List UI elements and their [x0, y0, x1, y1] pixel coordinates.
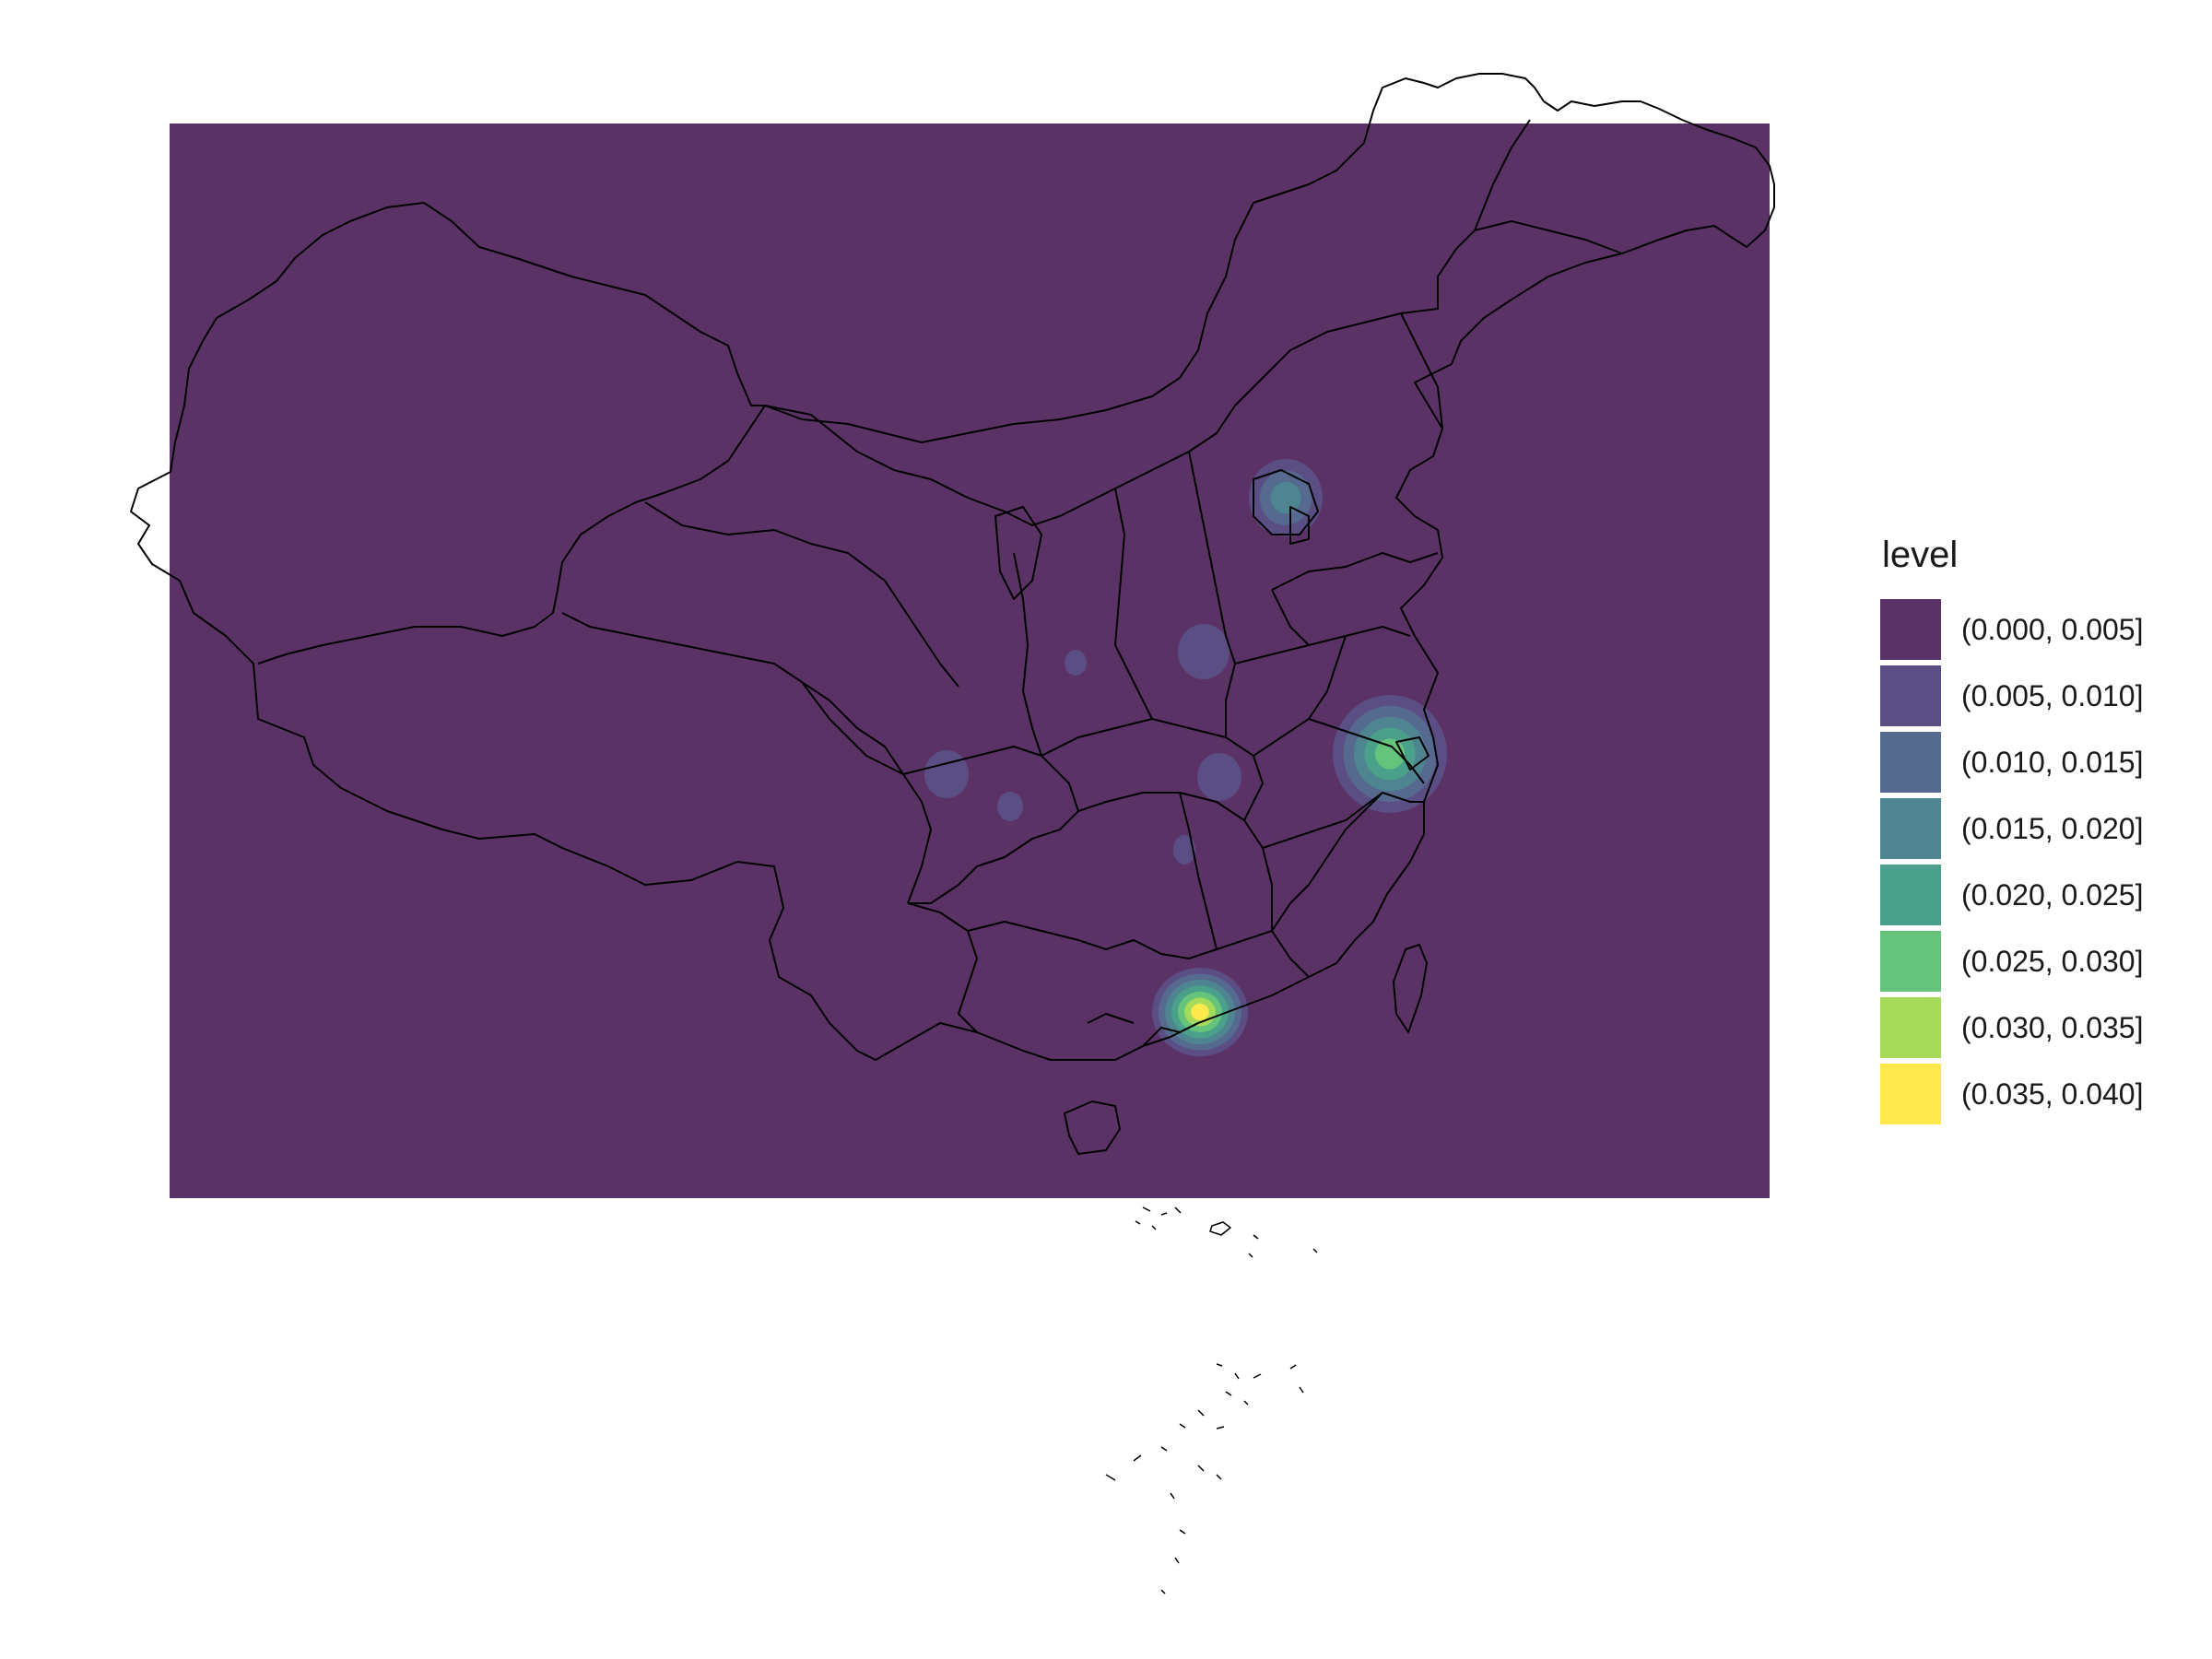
border-yunnan-guizhou: [907, 902, 978, 1033]
legend-color-key: [1880, 865, 1941, 925]
legend-color-key: [1880, 798, 1941, 859]
density-contour: [1191, 1003, 1209, 1021]
legend-color-key: [1880, 665, 1941, 726]
border-hunan-jiangxi: [1077, 792, 1273, 950]
legend-entry-label: (0.020, 0.025]: [1961, 877, 2144, 912]
legend-entries: (0.000, 0.005] (0.005, 0.010] (0.010, 0.01…: [1880, 596, 2143, 1127]
legend-entry: (0.010, 0.015]: [1880, 729, 2143, 795]
legend-entry: (0.035, 0.040]: [1880, 1061, 2143, 1127]
border-shandong: [1271, 552, 1439, 646]
taiwan-outline: [1393, 944, 1428, 1033]
density-hotspots: [924, 459, 1447, 1056]
south-china-sea-islands: [1105, 1206, 1318, 1594]
legend-entry: (0.030, 0.035]: [1880, 994, 2143, 1061]
density-contour: [1270, 481, 1301, 514]
legend: level (0.000, 0.005] (0.005, 0.010] (0.010…: [1880, 535, 2143, 1127]
country-outline: [130, 73, 1775, 1061]
legend-entry-label: (0.030, 0.035]: [1961, 1010, 2144, 1044]
density-contour: [1173, 835, 1195, 865]
density-contour: [1374, 738, 1406, 770]
border-qinghai-gansu: [644, 501, 959, 688]
border-guangdong-coast: [1087, 1013, 1199, 1047]
legend-entry-label: (0.000, 0.005]: [1961, 612, 2144, 646]
legend-entry: (0.005, 0.010]: [1880, 663, 2143, 729]
border-shanghai: [1395, 736, 1430, 771]
border-ningxia: [994, 506, 1042, 600]
border-gansu-innermongolia: [764, 349, 1291, 526]
density-contour: [997, 792, 1023, 821]
legend-entry: (0.015, 0.020]: [1880, 795, 2143, 862]
border-guangdong-fujian: [1271, 792, 1383, 978]
border-zhejiang-fujian: [1262, 792, 1424, 849]
legend-title: level: [1882, 535, 1959, 575]
density-contour: [1178, 624, 1230, 679]
legend-color-key: [1880, 931, 1941, 992]
legend-entry-label: (0.035, 0.040]: [1961, 1077, 2144, 1111]
legend-color-key: [1880, 1064, 1941, 1124]
legend-entry: (0.000, 0.005]: [1880, 596, 2143, 663]
border-shanxi-hebei: [1188, 451, 1411, 737]
legend-color-key: [1880, 732, 1941, 793]
border-sichuan: [801, 681, 1079, 904]
border-beijing: [1253, 469, 1319, 545]
border-xinjiang-east: [257, 405, 766, 665]
legend-entry-label: (0.010, 0.015]: [1961, 745, 2144, 779]
province-borders: [130, 73, 1775, 1594]
legend-entry-label: (0.005, 0.010]: [1961, 678, 2144, 712]
border-guizhou-guangxi: [967, 921, 1273, 959]
density-contour: [1065, 650, 1087, 676]
hainan-outline: [1064, 1100, 1121, 1155]
legend-entry: (0.025, 0.030]: [1880, 928, 2143, 994]
legend-entry: (0.020, 0.025]: [1880, 862, 2143, 928]
density-contour: [924, 750, 969, 798]
density-contour: [1197, 753, 1241, 801]
legend-entry-label: (0.025, 0.030]: [1961, 944, 2144, 978]
legend-color-key: [1880, 997, 1941, 1058]
border-hubei: [1041, 718, 1264, 821]
border-northeast: [1289, 119, 1623, 429]
border-tibet-qinghai: [561, 612, 932, 904]
density-base-layer: [170, 124, 1770, 1198]
legend-color-key: [1880, 599, 1941, 660]
legend-entry-label: (0.015, 0.020]: [1961, 811, 2144, 845]
